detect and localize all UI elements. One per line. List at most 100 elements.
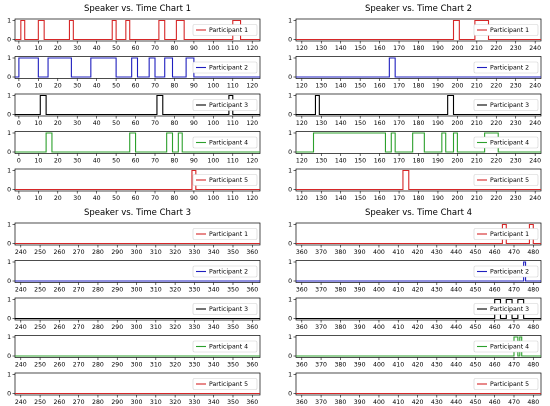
x-tick-label: 30 [73, 158, 81, 165]
x-tick-label: 130 [315, 195, 327, 202]
legend-box [473, 340, 539, 353]
y-tick-label: 0 [7, 353, 11, 360]
x-tick-label: 280 [92, 324, 104, 331]
legend-label: Participant 3 [490, 102, 529, 109]
x-tick-label: 30 [73, 195, 81, 202]
subplot-4: 0 1 240 250 260 270 280 290 300 310 320 330 340 350 36… [7, 334, 261, 369]
series-line [296, 261, 541, 282]
x-tick-label: 320 [169, 399, 181, 406]
x-tick-label: 430 [431, 249, 443, 256]
x-tick-label: 170 [393, 45, 405, 52]
x-tick-label: 20 [54, 195, 62, 202]
x-tick-label: 10 [34, 83, 42, 90]
legend-label: Participant 2 [490, 269, 529, 276]
x-tick-label: 350 [227, 287, 239, 294]
x-tick-label: 120 [296, 158, 308, 165]
subplot-2: 0 1 360 370 380 390 400 410 420 430 440 450 460 470 48… [288, 259, 542, 294]
x-tick-label: 300 [131, 287, 143, 294]
x-tick-label: 300 [131, 324, 143, 331]
x-tick-label: 190 [432, 158, 444, 165]
x-tick-label: 220 [490, 120, 502, 127]
legend-box [473, 61, 539, 74]
subplot-5: 010 10 20 30 40 50 60 70 80 90 100 110 120Participan… [7, 168, 261, 202]
legend-box [473, 228, 539, 240]
y-tick-label: 0 [288, 112, 292, 119]
y-tick-label: 1 [7, 259, 11, 266]
x-tick-label: 250 [34, 324, 46, 331]
x-tick-label: 210 [471, 45, 483, 52]
x-tick-label: 410 [392, 324, 404, 331]
x-tick-label: 220 [490, 195, 502, 202]
x-tick-label: 200 [451, 120, 463, 127]
x-tick-label: 280 [92, 362, 104, 369]
y-tick-label: 0 [7, 74, 11, 81]
x-tick-label: 340 [208, 287, 220, 294]
x-tick-label: 260 [53, 249, 65, 256]
x-tick-label: 180 [413, 45, 425, 52]
x-tick-label: 430 [431, 399, 443, 406]
x-tick-label: 50 [112, 120, 120, 127]
subplot-4: 0 1 360 370 380 390 400 410 420 430 440 450 460 470 48… [288, 334, 542, 369]
x-tick-label: 240 [15, 249, 27, 256]
x-tick-label: 140 [335, 83, 347, 90]
x-tick-label: 130 [315, 83, 327, 90]
x-tick-label: 320 [169, 249, 181, 256]
x-tick-label: 70 [151, 195, 159, 202]
x-tick-label: 230 [510, 83, 522, 90]
x-tick-label: 390 [354, 399, 366, 406]
x-tick-label: 370 [315, 324, 327, 331]
y-tick-label: 0 [7, 149, 11, 156]
x-tick-label: 100 [207, 158, 219, 165]
x-tick-label: 110 [227, 83, 239, 90]
x-tick-label: 120 [296, 45, 308, 52]
x-tick-label: 480 [527, 324, 539, 331]
x-tick-label: 420 [412, 362, 424, 369]
x-tick-label: 40 [93, 83, 101, 90]
x-tick-label: 290 [111, 362, 123, 369]
x-tick-label: 10 [34, 120, 42, 127]
x-tick-label: 360 [296, 362, 308, 369]
x-tick-label: 380 [334, 399, 346, 406]
x-tick-label: 140 [335, 120, 347, 127]
subplot-5: 0 1 120 130 140 150 160 170 180 190 200 210 220 230 24… [288, 168, 542, 202]
y-tick-label: 0 [7, 112, 11, 119]
x-tick-label: 80 [171, 120, 179, 127]
x-tick-label: 290 [111, 324, 123, 331]
x-tick-label: 120 [296, 120, 308, 127]
x-tick-label: 430 [431, 362, 443, 369]
y-tick-label: 1 [288, 259, 292, 266]
x-tick-label: 480 [527, 287, 539, 294]
x-tick-label: 400 [373, 362, 385, 369]
x-tick-label: 440 [450, 324, 462, 331]
x-tick-label: 160 [374, 83, 386, 90]
x-tick-label: 450 [470, 324, 482, 331]
x-tick-label: 90 [190, 45, 198, 52]
x-tick-label: 120 [246, 120, 258, 127]
axes-frame [14, 222, 261, 246]
x-tick-label: 310 [150, 287, 162, 294]
x-tick-label: 360 [246, 324, 258, 331]
x-tick-label: 180 [413, 83, 425, 90]
legend-label: Participant 3 [490, 306, 529, 313]
legend-label: Participant 5 [490, 177, 529, 184]
x-tick-label: 400 [373, 324, 385, 331]
y-tick-label: 0 [288, 187, 292, 194]
x-tick-label: 80 [171, 45, 179, 52]
y-tick-label: 1 [288, 334, 292, 341]
x-tick-label: 190 [432, 120, 444, 127]
x-tick-label: 200 [451, 195, 463, 202]
x-tick-label: 350 [227, 362, 239, 369]
legend-label: Participant 2 [490, 65, 529, 72]
axes-frame [14, 56, 261, 79]
x-tick-label: 280 [92, 399, 104, 406]
x-tick-label: 0 [17, 45, 21, 52]
x-tick-label: 280 [92, 287, 104, 294]
x-tick-label: 400 [373, 287, 385, 294]
axes-frame [14, 335, 261, 358]
x-tick-label: 130 [315, 120, 327, 127]
series-line [296, 132, 541, 153]
x-tick-label: 140 [335, 158, 347, 165]
y-tick-label: 1 [288, 222, 292, 229]
x-tick-label: 470 [508, 249, 520, 256]
